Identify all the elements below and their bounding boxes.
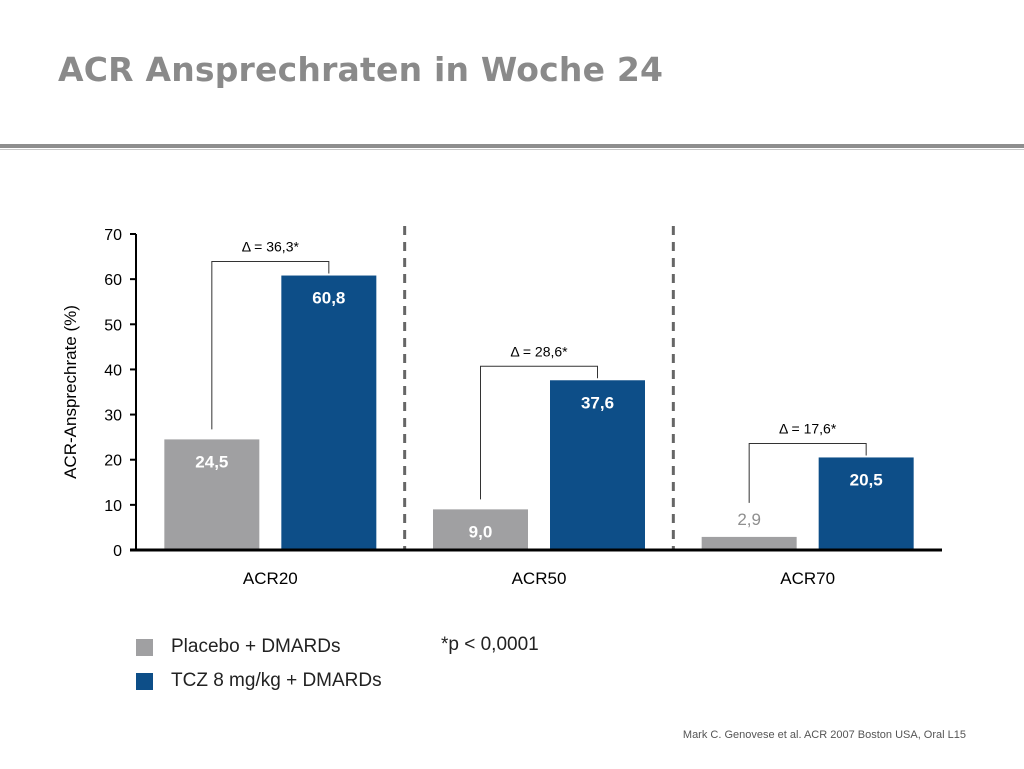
legend-item-tcz: TCZ 8 mg/kg + DMARDs <box>136 666 382 696</box>
x-category-label-acr50: ACR50 <box>512 569 567 588</box>
value-label-placebo-acr70: 2,9 <box>737 510 761 529</box>
y-axis-title: ACR-Ansprechrate (%) <box>61 305 80 479</box>
y-tick-label-60: 60 <box>104 272 122 289</box>
bar-chart: 0 10 20 30 40 50 60 70 ACR-Ansprechrate (%) 24,5 6… <box>61 226 942 588</box>
y-tick-label-50: 50 <box>104 317 122 334</box>
value-label-placebo-acr20: 24,5 <box>195 452 228 471</box>
slide-title: ACR Ansprechraten in Woche 24 <box>58 50 664 89</box>
y-tick-label-70: 70 <box>104 227 122 244</box>
title-divider-shadow <box>0 149 1024 150</box>
bar-tcz-acr50 <box>550 380 645 550</box>
legend-item-placebo: Placebo + DMARDs <box>136 632 382 662</box>
legend-label-tcz: TCZ 8 mg/kg + DMARDs <box>171 670 382 691</box>
y-tick-label-20: 20 <box>104 453 122 470</box>
bar-placebo-acr20 <box>164 439 260 550</box>
bar-placebo-acr70 <box>701 536 797 550</box>
legend: Placebo + DMARDs TCZ 8 mg/kg + DMARDs <box>136 632 382 700</box>
delta-label-acr50: Δ = 28,6* <box>510 343 568 359</box>
y-tick-label-40: 40 <box>104 362 122 379</box>
y-tick-label-10: 10 <box>104 498 122 515</box>
x-category-label-acr70: ACR70 <box>780 569 835 588</box>
value-label-tcz-acr20: 60,8 <box>312 289 345 308</box>
significance-footnote: *p < 0,0001 <box>441 634 539 655</box>
value-label-tcz-acr50: 37,6 <box>581 393 614 412</box>
bar-tcz-acr70 <box>818 457 914 550</box>
title-divider <box>0 144 1024 148</box>
bar-tcz-acr20 <box>281 275 377 550</box>
source-citation: Mark C. Genovese et al. ACR 2007 Boston … <box>682 729 966 741</box>
value-label-tcz-acr70: 20,5 <box>850 470 883 489</box>
delta-bracket-acr70 <box>748 442 867 503</box>
x-category-label-acr20: ACR20 <box>243 569 298 588</box>
legend-label-placebo: Placebo + DMARDs <box>171 636 341 657</box>
delta-bracket-acr50 <box>480 365 598 500</box>
y-tick-label-30: 30 <box>104 408 122 425</box>
legend-swatch-placebo <box>136 638 153 656</box>
bar-placebo-acr50 <box>433 509 528 550</box>
delta-bracket-acr20 <box>211 261 330 430</box>
delta-label-acr70: Δ = 17,6* <box>779 420 837 436</box>
value-label-placebo-acr50: 9,0 <box>469 522 493 541</box>
delta-label-acr20: Δ = 36,3* <box>242 239 300 255</box>
legend-swatch-tcz <box>136 672 153 690</box>
y-tick-label-0: 0 <box>113 543 122 560</box>
